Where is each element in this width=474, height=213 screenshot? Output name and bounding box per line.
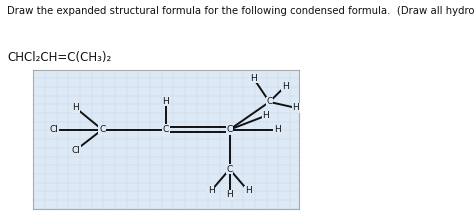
Text: H: H — [262, 111, 269, 120]
Text: C: C — [266, 97, 273, 106]
Text: H: H — [250, 74, 257, 83]
Text: Draw the expanded structural formula for the following condensed formula.  (Draw: Draw the expanded structural formula for… — [7, 6, 474, 16]
Text: H: H — [292, 103, 300, 112]
Text: H: H — [72, 103, 79, 112]
Text: Cl: Cl — [50, 125, 59, 134]
Text: C: C — [227, 125, 233, 134]
Text: H: H — [245, 186, 252, 196]
Text: H: H — [274, 125, 281, 134]
Text: CHCl₂CH=C(CH₃)₂: CHCl₂CH=C(CH₃)₂ — [7, 51, 111, 64]
Text: C: C — [163, 125, 169, 134]
Text: H: H — [208, 186, 214, 196]
Text: H: H — [282, 82, 289, 91]
Text: C: C — [99, 125, 105, 134]
Text: H: H — [163, 97, 169, 106]
Text: H: H — [226, 190, 233, 199]
Text: C: C — [227, 165, 233, 174]
Text: Cl: Cl — [71, 146, 80, 155]
